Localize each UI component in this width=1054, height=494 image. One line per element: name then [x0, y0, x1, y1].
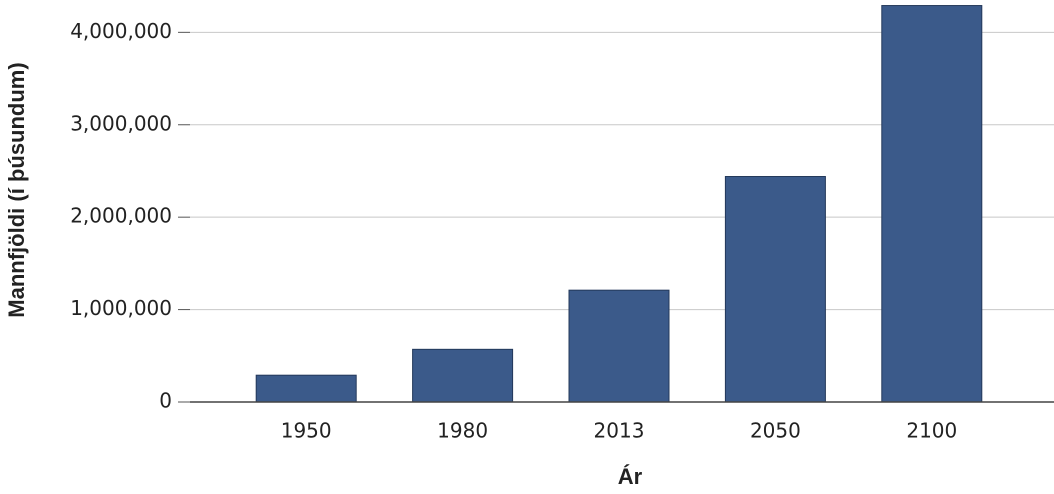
- x-axis-title: Ár: [618, 464, 643, 489]
- x-tick-label: 1980: [437, 419, 488, 443]
- x-tick-label: 2050: [750, 419, 801, 443]
- y-tick-label: 4,000,000: [70, 19, 172, 43]
- bar: [724, 176, 826, 403]
- bar: [412, 348, 514, 403]
- bar: [568, 289, 670, 403]
- bar: [255, 374, 357, 403]
- y-axis-title: Mannfjöldi (í þúsundum): [4, 62, 29, 317]
- y-tick-label: 0: [159, 389, 172, 413]
- bar: [881, 5, 983, 403]
- x-tick-label: 2013: [594, 419, 645, 443]
- y-tick-label: 1,000,000: [70, 296, 172, 320]
- x-tick-label: 1950: [281, 419, 332, 443]
- y-tick-label: 3,000,000: [70, 111, 172, 135]
- x-tick-label: 2100: [906, 419, 957, 443]
- y-tick-label: 2,000,000: [70, 204, 172, 228]
